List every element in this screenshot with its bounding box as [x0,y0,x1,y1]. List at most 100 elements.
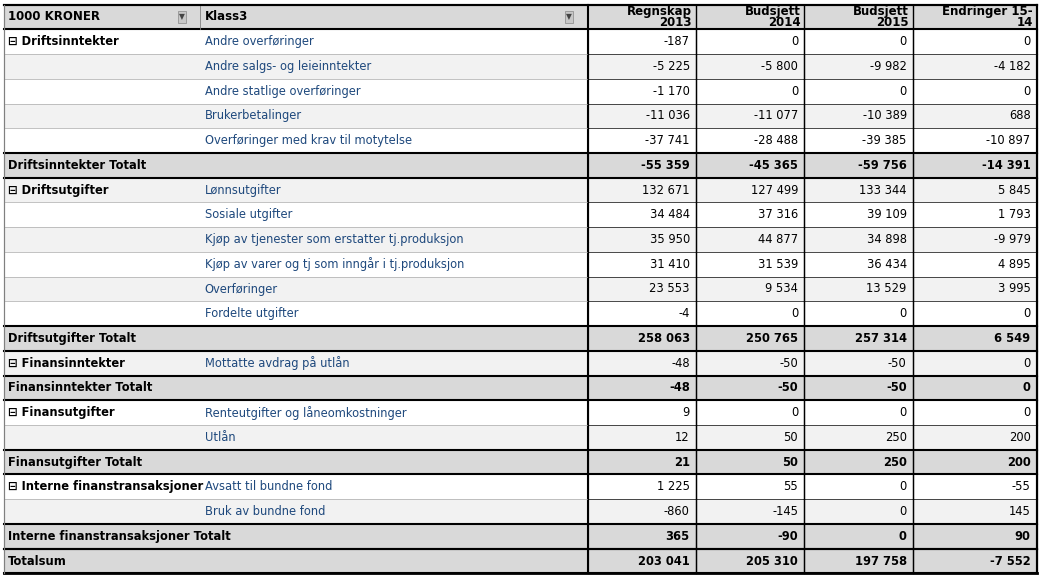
Bar [4,153,200,177]
Text: -10 389: -10 389 [863,109,907,123]
Text: Bruk av bundne fond: Bruk av bundne fond [204,505,325,518]
Text: -45 365: -45 365 [750,159,798,172]
Bar [696,79,805,103]
Bar [587,177,696,202]
Bar [913,79,1037,103]
Text: ⊟ Interne finanstransaksjoner: ⊟ Interne finanstransaksjoner [8,480,204,494]
Text: -187: -187 [664,35,690,48]
Bar [4,351,200,376]
Bar [696,252,805,277]
Text: -5 225: -5 225 [653,60,690,73]
Bar [587,128,696,153]
Text: 44 877: 44 877 [758,233,798,246]
Bar [4,425,200,450]
Text: -90: -90 [778,530,798,543]
Bar [805,376,913,401]
Text: 0: 0 [1023,357,1031,370]
Text: -50: -50 [886,381,907,394]
Text: -28 488: -28 488 [754,134,798,147]
Bar [4,549,200,573]
Text: Finansutgifter Totalt: Finansutgifter Totalt [8,455,143,469]
Text: Mottatte avdrag på utlån: Mottatte avdrag på utlån [204,356,349,370]
Text: Klass3: Klass3 [204,10,248,24]
Text: Kjøp av varer og tj som inngår i tj.produksjon: Kjøp av varer og tj som inngår i tj.prod… [204,257,464,271]
Bar [4,227,200,252]
Bar [587,326,696,351]
Text: 258 063: 258 063 [638,332,690,345]
Bar [200,425,587,450]
Text: 13 529: 13 529 [866,283,907,295]
Text: 23 553: 23 553 [650,283,690,295]
Bar [805,54,913,79]
Text: Renteutgifter og låneomkostninger: Renteutgifter og låneomkostninger [204,406,406,420]
Bar [696,153,805,177]
Bar [587,401,696,425]
Text: 1 793: 1 793 [997,208,1031,221]
Bar [805,425,913,450]
Text: 31 410: 31 410 [650,258,690,271]
Text: 0: 0 [899,505,907,518]
Text: Andre statlige overføringer: Andre statlige overføringer [204,84,360,98]
Text: -5 800: -5 800 [761,60,798,73]
Bar [696,549,805,573]
Bar [696,29,805,54]
Bar [200,450,587,475]
Bar [200,326,587,351]
Bar [200,301,587,326]
Bar [913,549,1037,573]
Bar [4,5,200,29]
Bar [805,326,913,351]
Text: Endringer 15-: Endringer 15- [942,5,1033,18]
Text: 133 344: 133 344 [859,184,907,197]
Bar [696,54,805,79]
Text: 132 671: 132 671 [642,184,690,197]
Text: -48: -48 [671,357,690,370]
Text: Budsjett: Budsjett [744,5,801,18]
Bar [200,277,587,301]
Bar [913,277,1037,301]
Bar [805,401,913,425]
Bar [4,450,200,475]
Bar [4,326,200,351]
Text: 205 310: 205 310 [746,554,798,568]
Bar [913,128,1037,153]
Text: 1 225: 1 225 [657,480,690,494]
Bar [587,450,696,475]
Bar [200,227,587,252]
Bar [696,450,805,475]
Bar [696,227,805,252]
Bar [200,524,587,549]
Bar [913,227,1037,252]
Text: Driftsinntekter Totalt: Driftsinntekter Totalt [8,159,147,172]
Bar [200,29,587,54]
Bar [587,103,696,128]
Text: 55: 55 [784,480,798,494]
Bar [587,376,696,401]
Bar [587,524,696,549]
Text: ⊟ Driftsutgifter: ⊟ Driftsutgifter [8,184,109,197]
Bar [200,79,587,103]
Text: 21: 21 [674,455,690,469]
Bar [4,524,200,549]
Bar [805,524,913,549]
Bar [4,177,200,202]
Bar [587,277,696,301]
Text: -4: -4 [679,307,690,320]
Bar [805,549,913,573]
Bar [913,301,1037,326]
Bar [587,425,696,450]
Text: 0: 0 [1022,381,1031,394]
Bar [696,177,805,202]
Bar [913,425,1037,450]
Bar [696,5,805,29]
Text: Andre overføringer: Andre overføringer [204,35,313,48]
Bar [587,475,696,499]
Text: Finansinntekter Totalt: Finansinntekter Totalt [8,381,153,394]
Bar [4,277,200,301]
Text: 9 534: 9 534 [765,283,798,295]
Text: 200: 200 [1009,431,1031,444]
Bar [587,5,696,29]
Text: 250: 250 [883,455,907,469]
Text: -50: -50 [778,381,798,394]
Bar [696,425,805,450]
